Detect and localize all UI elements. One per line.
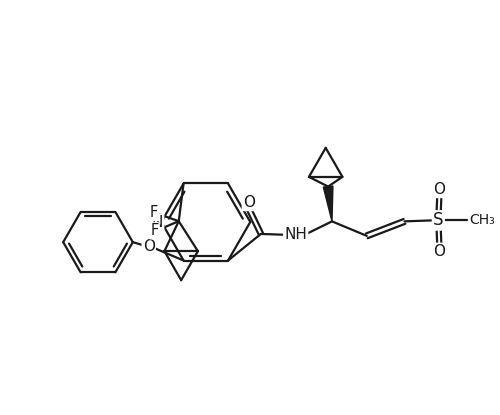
Text: N: N — [152, 215, 163, 229]
Text: O: O — [434, 244, 446, 259]
Text: O: O — [243, 195, 255, 210]
Polygon shape — [324, 186, 333, 221]
Text: F: F — [150, 205, 158, 220]
Text: O: O — [143, 239, 155, 254]
Text: O: O — [434, 182, 446, 197]
Text: NH: NH — [284, 227, 307, 242]
Text: CH₃: CH₃ — [470, 213, 495, 227]
Text: F: F — [150, 223, 158, 238]
Text: S: S — [433, 211, 444, 229]
